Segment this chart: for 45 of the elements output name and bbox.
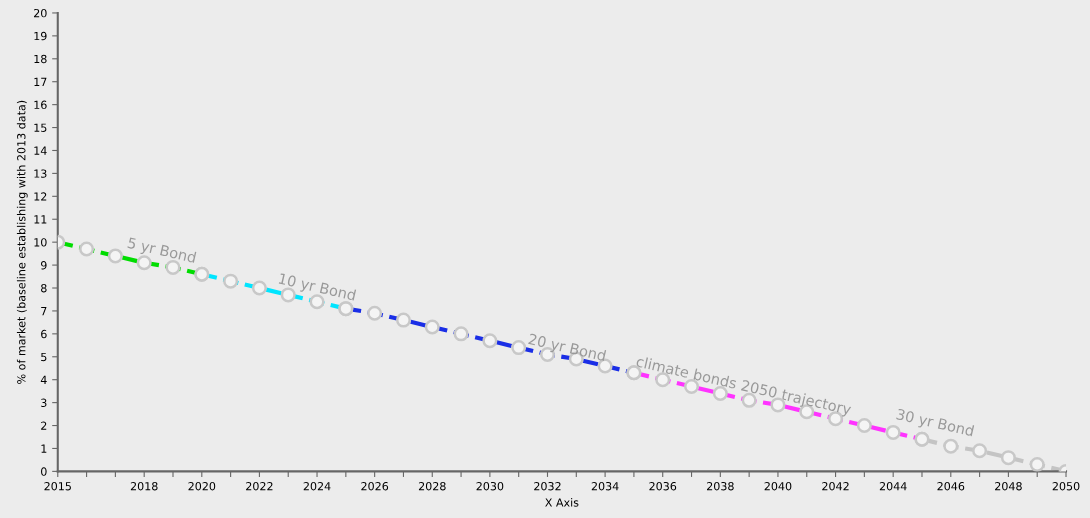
annotation: 5 yr Bond xyxy=(126,236,197,266)
y-tick-label: 9 xyxy=(40,261,47,270)
y-axis-title: % of market (baseline establishing with 2013 data) xyxy=(16,100,28,384)
x-tick-label: 2036 xyxy=(649,481,677,491)
x-tick-label: 2048 xyxy=(995,481,1022,491)
x-tick-label: 2042 xyxy=(822,481,849,491)
x-tick-label: 2044 xyxy=(879,481,907,491)
y-tick-label: 7 xyxy=(41,307,47,316)
y-tick-label: 18 xyxy=(34,54,47,64)
y-tick-label: 4 xyxy=(40,375,47,384)
y-tick-label: 17 xyxy=(34,77,47,86)
x-tick-label: 2032 xyxy=(534,481,561,491)
y-tick-label: 20 xyxy=(34,8,47,18)
y-tick-label: 13 xyxy=(34,169,47,178)
y-tick-label: 8 xyxy=(41,283,47,293)
x-tick-label: 2028 xyxy=(418,481,446,491)
y-tick-label: 19 xyxy=(34,31,47,41)
y-tick-label: 2 xyxy=(41,421,47,430)
x-axis-title: X Axis xyxy=(545,498,579,507)
y-tick-label: 11 xyxy=(34,215,47,224)
x-tick-label: 2030 xyxy=(476,481,504,491)
y-tick-label: 16 xyxy=(34,100,47,110)
x-tick-label: 2024 xyxy=(303,481,331,491)
y-tick-label: 0 xyxy=(41,467,47,476)
y-tick-label: 12 xyxy=(34,192,47,201)
x-tick-label: 2020 xyxy=(188,481,216,491)
x-tick-label: 2046 xyxy=(937,481,965,491)
y-tick-label: 3 xyxy=(41,398,47,407)
annotation: 10 yr Bond xyxy=(277,272,357,304)
y-tick-label: 15 xyxy=(34,123,47,132)
annotation: 30 yr Bond xyxy=(895,408,975,440)
x-tick-label: 2034 xyxy=(591,481,619,491)
y-tick-label: 6 xyxy=(41,329,47,339)
x-tick-label: 2018 xyxy=(130,481,158,491)
y-tick-label: 1 xyxy=(41,444,47,453)
y-tick-label: 10 xyxy=(34,238,47,247)
annotation: 20 yr Bond xyxy=(527,333,607,364)
x-tick-label: 2022 xyxy=(246,481,273,491)
y-tick-label: 5 xyxy=(41,352,47,362)
x-tick-label: 2015 xyxy=(44,481,71,491)
x-tick-label: 2050 xyxy=(1052,481,1080,491)
x-tick-label: 2038 xyxy=(707,481,734,491)
y-tick-label: 14 xyxy=(34,146,47,155)
x-tick-label: 2040 xyxy=(764,481,792,491)
x-tick-label: 2026 xyxy=(361,481,389,491)
